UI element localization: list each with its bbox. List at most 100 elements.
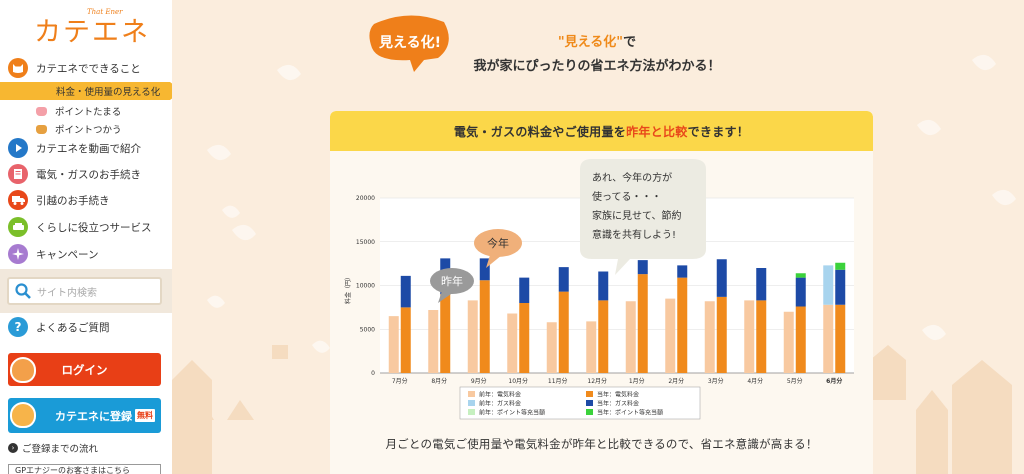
legend-swatch — [468, 391, 475, 397]
nav-label: キャンペーン — [36, 248, 99, 261]
y-tick-label: 0 — [371, 370, 375, 377]
register-label: カテエネに登録 — [55, 409, 132, 423]
question-icon: ? — [8, 317, 28, 337]
nav-item-video[interactable]: カテエネを動画で紹介 — [8, 138, 141, 158]
comparison-panel: 電気・ガスの料金やご使用量を 昨年と比較 できます！ 0 5000 10000 15000… — [330, 111, 873, 474]
callout-line: 意識を共有しよう! — [592, 228, 676, 241]
sub-item-label: 料金・使用量の見える化 — [56, 87, 161, 98]
nav-label: よくあるご質問 — [36, 321, 110, 334]
legend-label: 前年：ガス料金 — [479, 400, 521, 408]
y-tick-label: 20000 — [356, 195, 375, 202]
legend-label: 前年：ポイント等充当額 — [479, 409, 545, 417]
nav-item-services[interactable]: くらしに役立つサービス — [8, 217, 152, 237]
bar-segment — [440, 294, 451, 373]
bar-segment — [558, 267, 569, 292]
x-tick-label: 10月分 — [508, 377, 528, 385]
nav-label: 引越のお手続き — [36, 194, 110, 207]
free-badge: 無料 — [135, 409, 155, 422]
bar-segment — [704, 301, 715, 373]
usage-comparison-chart: 0 5000 10000 15000 20000 7月分 8月分 9月分 10月分 11月分 12… — [344, 159, 854, 420]
play-icon — [8, 138, 28, 158]
nav-label: カテエネを動画で紹介 — [36, 142, 141, 155]
sparkle-icon — [8, 244, 28, 264]
mascot-icon — [10, 402, 36, 428]
x-tick-label: 6月分 — [826, 377, 842, 385]
legend-label: 前年：電気料金 — [479, 391, 521, 399]
search-icon — [15, 283, 31, 299]
callout-text: 今年 — [487, 236, 509, 250]
bar-segment — [795, 306, 806, 373]
background-decoration — [172, 54, 1016, 474]
panel-title-pre: 電気・ガスの料金やご使用量を — [453, 124, 627, 139]
sub-item-earn-points[interactable]: ポイントたまる — [36, 104, 121, 118]
truck-icon — [8, 190, 28, 210]
login-label: ログイン — [61, 362, 108, 377]
nav-item-campaign[interactable]: キャンペーン — [8, 244, 98, 264]
sub-item-visualize[interactable]: 料金・使用量の見える化 — [0, 82, 172, 100]
bar-segment — [716, 259, 727, 297]
headline-highlight: "見える化" — [557, 35, 624, 50]
bar-segment — [519, 277, 530, 303]
legend-label: 当年：ポイント等充当額 — [597, 409, 663, 417]
bar-segment — [835, 304, 846, 373]
nav-item-moving[interactable]: 引越のお手続き — [8, 190, 110, 210]
search-placeholder: サイト内検索 — [37, 287, 97, 299]
logo[interactable]: カテエネ That Ener — [34, 8, 148, 48]
bar-segment — [716, 296, 727, 373]
logo-subtext: That Ener — [87, 8, 123, 16]
bar-segment — [795, 277, 806, 307]
bar-segment — [479, 280, 490, 373]
x-tick-label: 3月分 — [708, 377, 724, 385]
bar-segment — [479, 258, 490, 281]
mascot-icon — [10, 357, 36, 383]
bar-segment — [400, 275, 411, 308]
bar-segment — [637, 260, 648, 275]
bar-segment — [835, 262, 846, 270]
nav-label: カテエネでできること — [36, 62, 141, 75]
search-input[interactable]: サイト内検索 — [7, 277, 162, 305]
nav-item-procedures[interactable]: 電気・ガスのお手続き — [8, 164, 141, 184]
legend-swatch — [586, 391, 593, 397]
bar-segment — [677, 277, 688, 373]
pink-cat-icon — [36, 106, 47, 116]
sub-item-use-points[interactable]: ポイントつかう — [36, 122, 122, 136]
callout-line: 使ってる・・・ — [592, 190, 662, 203]
callout-comment: あれ、今年の方が 使ってる・・・ 家族に見せて、節約 意識を共有しよう! — [580, 159, 706, 275]
gp-energy-banner[interactable]: GPエナジーのお客さまはこちら — [8, 464, 161, 474]
nav-item-features[interactable]: カテエネでできること — [8, 58, 141, 78]
bar-segment — [823, 265, 834, 305]
bar-segment — [388, 316, 399, 373]
y-tick-label: 10000 — [356, 283, 375, 290]
bar-segment — [507, 313, 518, 373]
orange-cat-icon — [36, 124, 47, 134]
sub-item-label: ポイントたまる — [55, 107, 122, 118]
legend-swatch — [586, 409, 593, 415]
bar-segment — [677, 265, 688, 278]
legend-swatch — [468, 409, 475, 415]
sidebar: カテエネ That Ener カテエネでできること 料金・使用量の見える化 ポイ… — [0, 0, 172, 474]
sofa-icon — [8, 217, 28, 237]
bar-segment — [756, 268, 767, 301]
footer-caption: 月ごとの電気ご使用量や電気料金が昨年と比較できるので、省エネ意識が高まる！ — [385, 437, 818, 451]
y-axis-label: 料金（円） — [344, 274, 352, 304]
bar-segment — [467, 300, 478, 373]
bar-segment — [428, 310, 439, 373]
x-tick-label: 9月分 — [471, 377, 487, 385]
nav-item-faq[interactable]: ? よくあるご質問 — [8, 317, 110, 337]
main-content: 見える化! "見える化"で 我が家にぴったりの省エネ方法がわかる！ 電気・ガスの… — [172, 0, 1024, 474]
legend-label: 当年：ガス料金 — [597, 400, 639, 408]
bar-segment — [598, 300, 609, 373]
legend-swatch — [586, 400, 593, 406]
bar-segment — [400, 307, 411, 373]
callout-line: 家族に見せて、節約 — [592, 209, 682, 222]
logo-text: カテエネ — [34, 17, 150, 48]
bar-segment — [823, 304, 834, 373]
arrow-right-icon: › — [8, 443, 18, 453]
x-tick-label: 7月分 — [392, 377, 408, 385]
bar-segment — [756, 300, 767, 373]
callout-line: あれ、今年の方が — [592, 171, 672, 184]
cat-face-icon — [8, 58, 28, 78]
bar-segment — [625, 301, 636, 373]
registration-flow-link[interactable]: › ご登録までの流れ — [8, 441, 98, 455]
callout-text: 昨年 — [441, 274, 463, 288]
